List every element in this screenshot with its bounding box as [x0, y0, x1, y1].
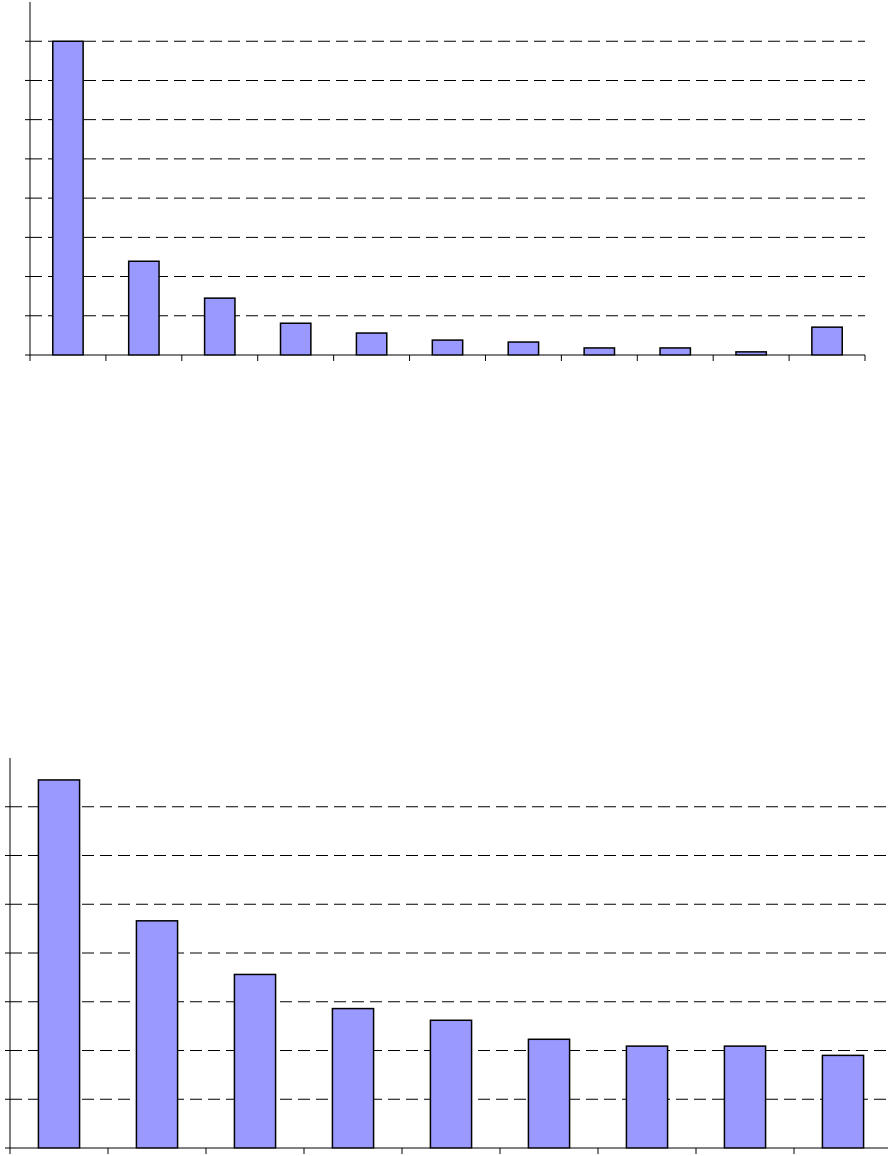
bar: [52, 40, 84, 356]
bar: [127, 260, 160, 356]
bar: [821, 1054, 865, 1149]
bar: [429, 1019, 473, 1149]
bar: [431, 339, 464, 356]
bar: [507, 341, 540, 356]
bar: [625, 1045, 669, 1149]
bar: [135, 920, 179, 1149]
bar: [203, 297, 236, 356]
bar: [37, 779, 81, 1149]
bar: [355, 332, 388, 356]
bar: [583, 347, 616, 356]
bar: [659, 347, 692, 356]
bar: [233, 973, 277, 1149]
bar: [723, 1045, 767, 1149]
bar: [811, 326, 843, 356]
bar: [331, 1007, 375, 1149]
bar: [735, 351, 768, 356]
bar: [279, 322, 312, 356]
bar: [527, 1038, 571, 1149]
